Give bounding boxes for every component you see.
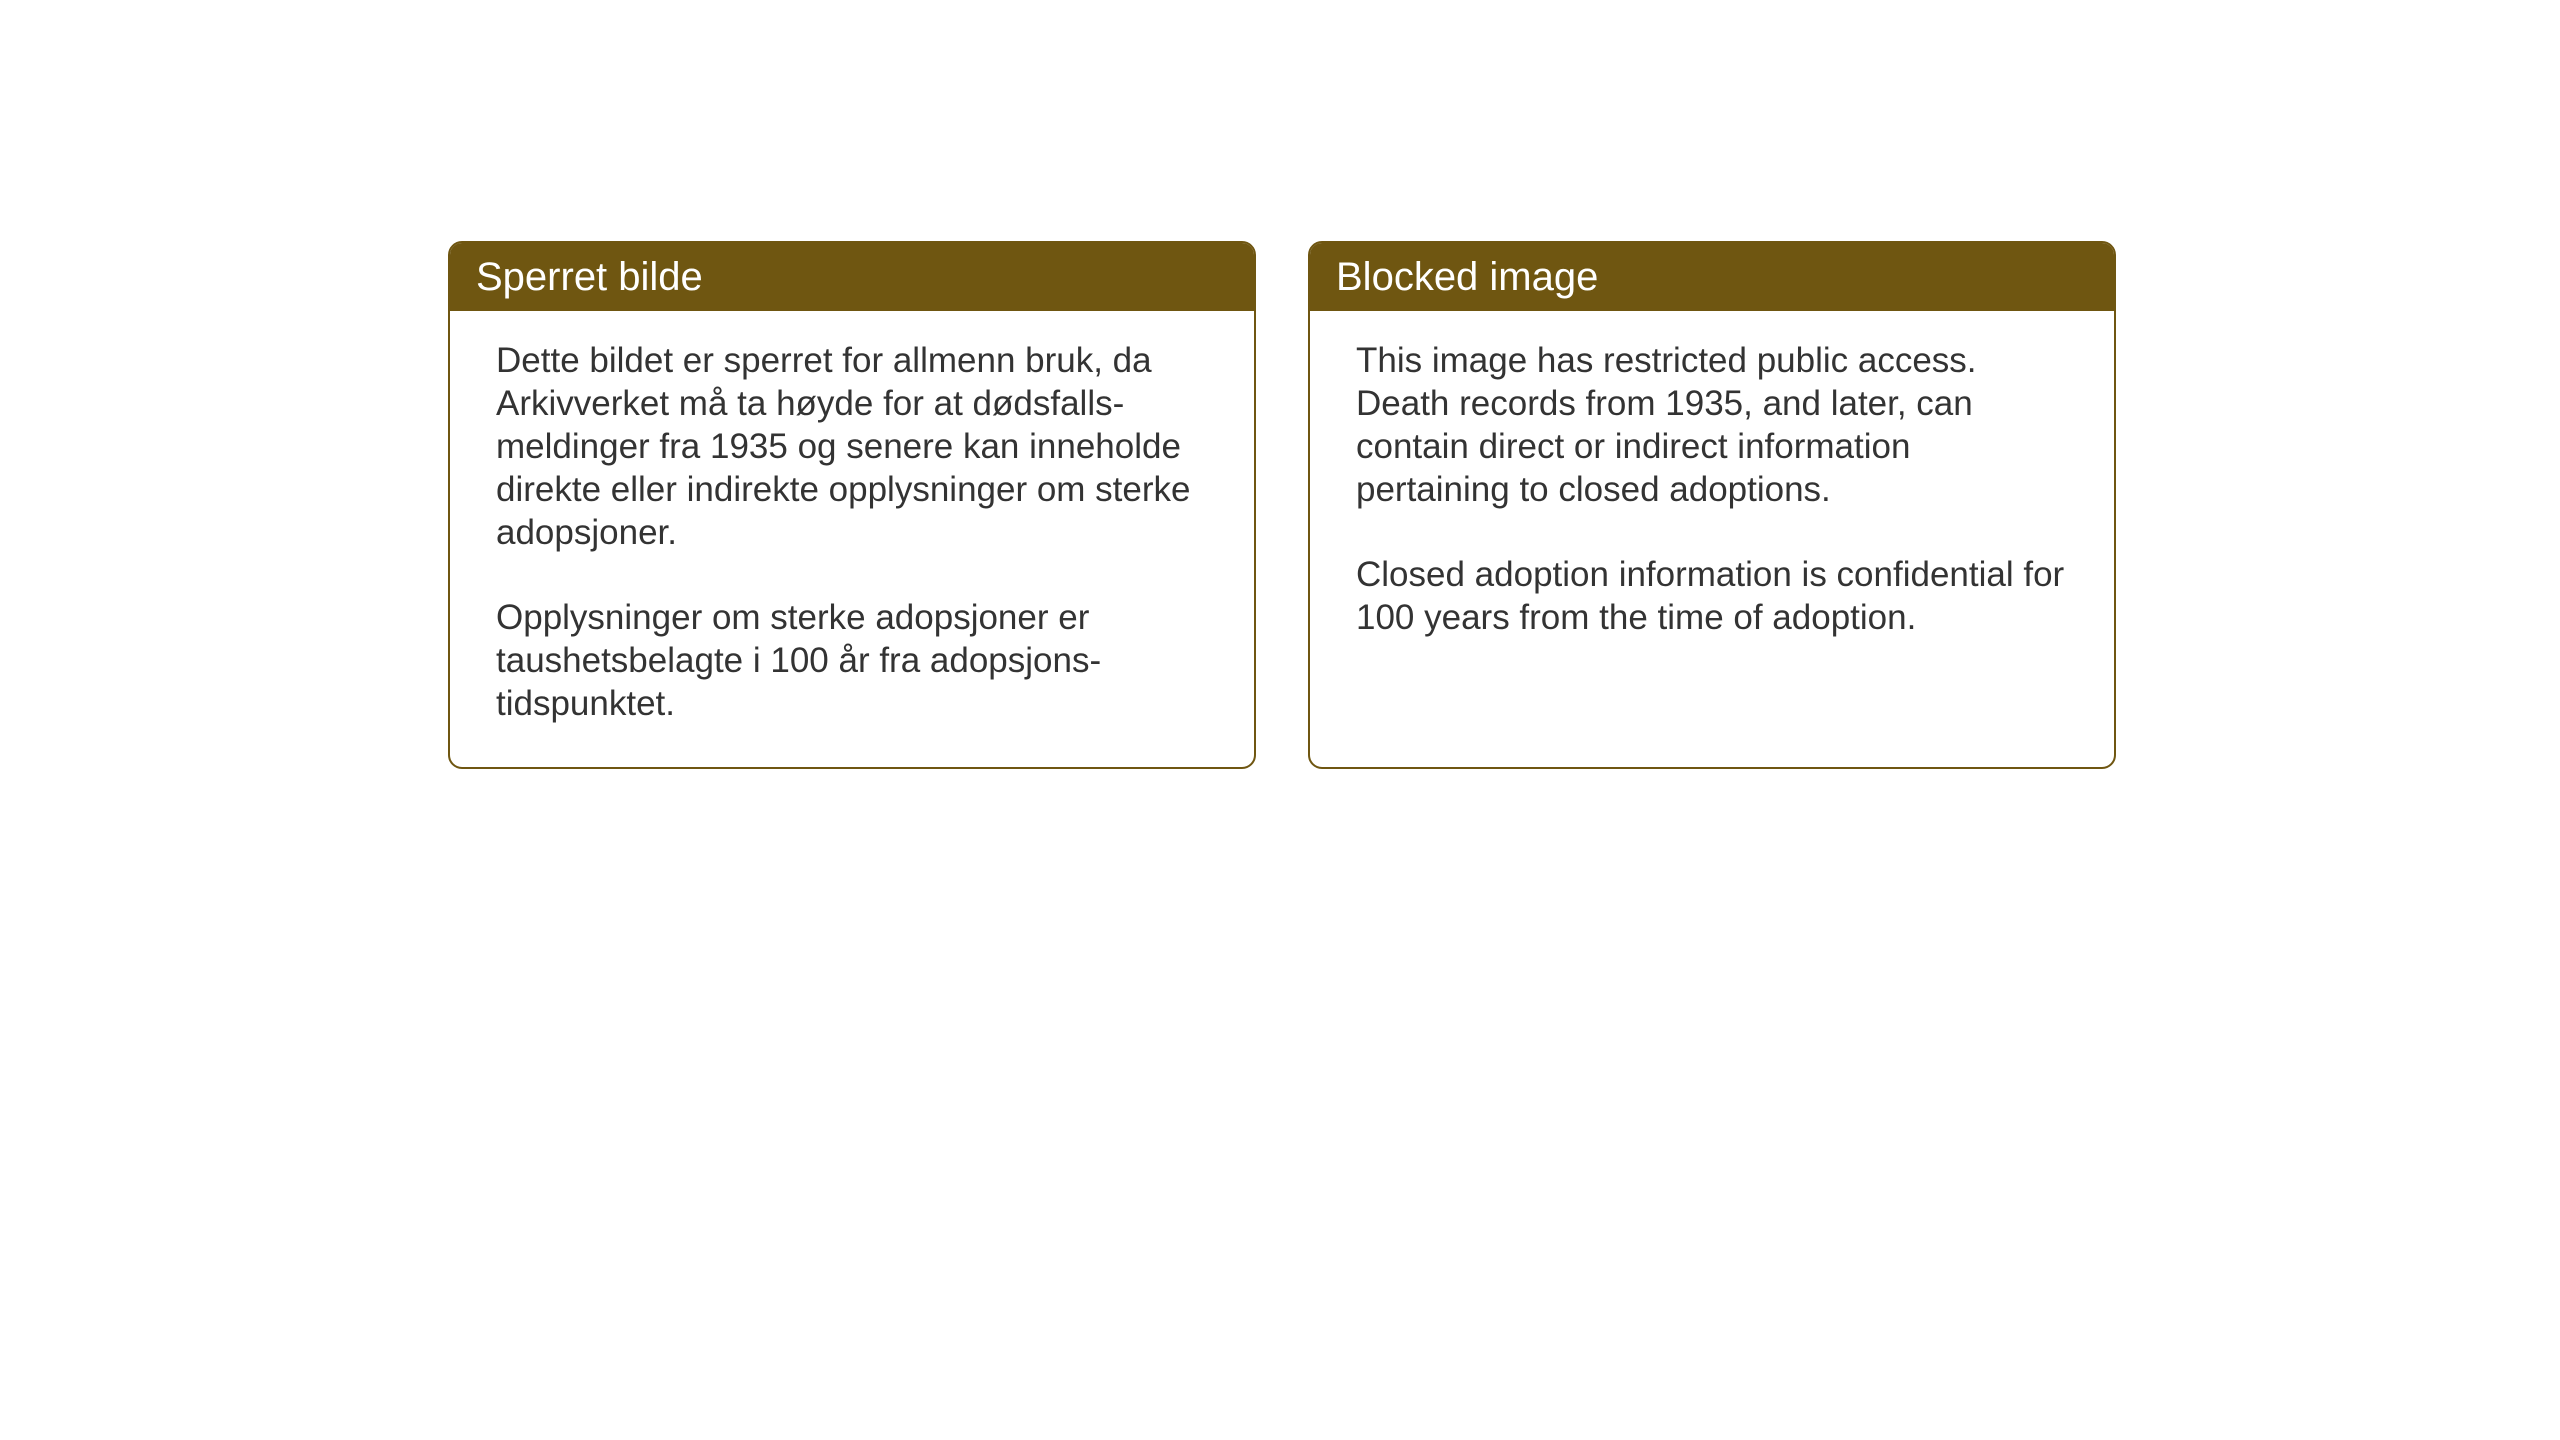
english-card: Blocked image This image has restricted … xyxy=(1308,241,2116,769)
norwegian-paragraph-1: Dette bildet er sperret for allmenn bruk… xyxy=(496,339,1208,554)
cards-container: Sperret bilde Dette bildet er sperret fo… xyxy=(448,241,2116,769)
english-paragraph-1: This image has restricted public access.… xyxy=(1356,339,2068,511)
english-card-body: This image has restricted public access.… xyxy=(1310,311,2114,681)
norwegian-card: Sperret bilde Dette bildet er sperret fo… xyxy=(448,241,1256,769)
norwegian-card-body: Dette bildet er sperret for allmenn bruk… xyxy=(450,311,1254,767)
norwegian-paragraph-2: Opplysninger om sterke adopsjoner er tau… xyxy=(496,596,1208,725)
english-card-title: Blocked image xyxy=(1310,243,2114,311)
english-paragraph-2: Closed adoption information is confident… xyxy=(1356,553,2068,639)
norwegian-card-title: Sperret bilde xyxy=(450,243,1254,311)
